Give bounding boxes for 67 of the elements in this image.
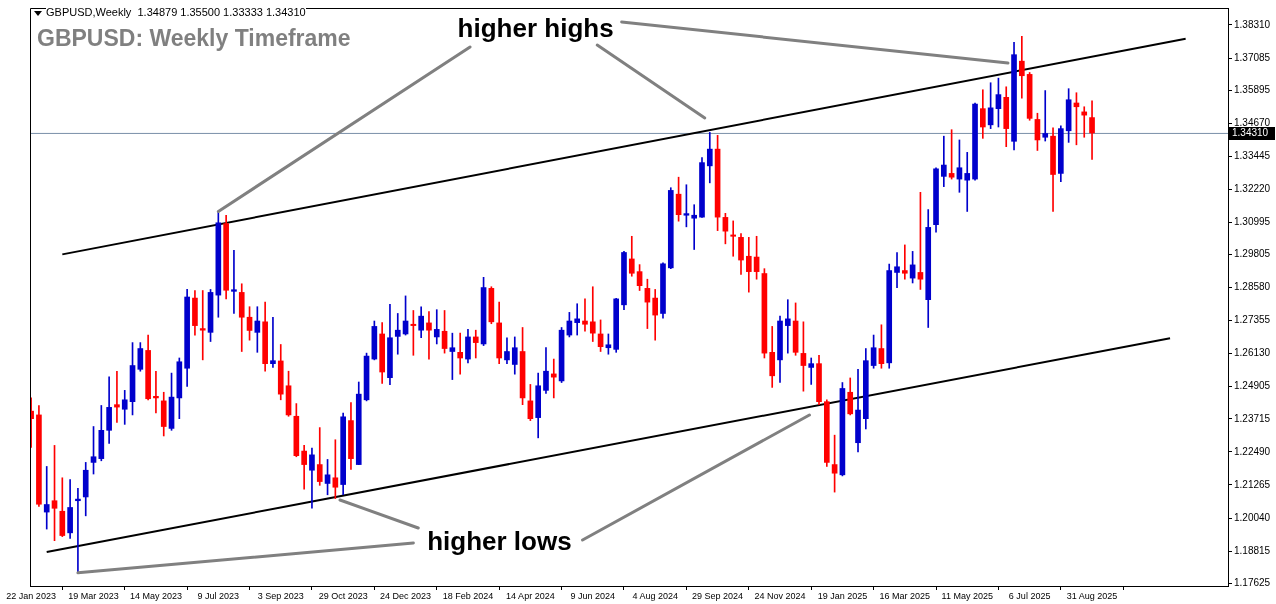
chart-subtitle: GBPUSD,Weekly 1.34879 1.35500 1.33333 1.34310 (46, 6, 306, 19)
candlestick (940, 135, 947, 187)
candlestick (426, 311, 432, 360)
y-tick-label: 1.21265 (1234, 478, 1271, 490)
x-tick-label: 24 Nov 2024 (754, 590, 806, 601)
candlestick (270, 316, 276, 368)
x-tick-label: 29 Sep 2024 (692, 590, 744, 601)
candlestick (433, 309, 440, 345)
y-tick-label: 1.35895 (1234, 83, 1271, 95)
candlestick (457, 332, 463, 375)
x-tick-label: 18 Feb 2024 (442, 590, 494, 601)
text: GBPUSD: Weekly Timeframe (37, 25, 351, 52)
candlestick (1019, 36, 1025, 99)
x-tick-label: 11 May 2025 (941, 590, 993, 601)
y-tick-label: 1.37085 (1234, 51, 1271, 63)
candlestick (784, 299, 791, 354)
candlestick (808, 357, 815, 385)
x-tick-label: 3 Sep 2023 (257, 590, 304, 601)
candlestick (582, 298, 588, 332)
candlestick (1042, 90, 1049, 142)
annotation: higher lows (427, 526, 572, 557)
y-tick-label: 1.24905 (1234, 380, 1271, 392)
x-tick-label: 29 Oct 2023 (318, 590, 368, 601)
candlestick (114, 370, 120, 423)
y-tick-label: 1.34670 (1234, 116, 1271, 128)
y-tick-label: 1.23715 (1234, 412, 1271, 424)
candlestick (894, 252, 900, 288)
candlestick (472, 329, 479, 359)
y-tick-label: 1.38310 (1234, 18, 1271, 30)
y-tick-label: 1.22490 (1234, 445, 1271, 457)
y-tick-label: 1.33445 (1234, 150, 1271, 162)
candlestick (199, 290, 206, 361)
y-tick-label: 1.26130 (1234, 347, 1271, 359)
candlestick (75, 487, 81, 574)
y-tick-label: 1.28580 (1234, 281, 1271, 293)
y-tick-label: 1.30995 (1234, 216, 1271, 228)
y-tick-label: 1.17625 (1234, 576, 1271, 588)
x-tick-label: 19 Mar 2023 (68, 590, 119, 601)
y-tick-label: 1.27355 (1234, 314, 1271, 326)
candlestick (394, 313, 401, 355)
x-tick-label: 24 Dec 2023 (380, 590, 432, 601)
candlestick (231, 249, 237, 314)
candlestick (153, 370, 159, 414)
x-tick-label: 6 Jul 2025 (1008, 590, 1051, 601)
candlestick (574, 303, 581, 336)
candlestick (901, 244, 908, 280)
candlestick (43, 466, 50, 530)
y-tick-label: 1.18815 (1234, 544, 1271, 556)
annotation: higher highs (457, 13, 614, 44)
candlestick (691, 204, 698, 250)
y-tick-label: 1.20040 (1234, 511, 1271, 523)
x-tick-label: 9 Jul 2023 (197, 590, 240, 601)
candlestick (1089, 100, 1095, 160)
y-tick-label: 1.29805 (1234, 248, 1271, 260)
x-tick-label: 14 Apr 2024 (506, 590, 555, 601)
candlestick (730, 220, 737, 257)
x-tick-label: 4 Aug 2024 (632, 590, 678, 601)
x-tick-label: 22 Jan 2023 (6, 590, 56, 601)
candlestick (964, 152, 971, 212)
ref-line-label: 1.34310 (1232, 127, 1269, 139)
x-tick-label: 16 Mar 2025 (879, 590, 931, 601)
y-tick-label: 1.32220 (1234, 183, 1271, 195)
x-tick-label: 19 Jan 2025 (817, 590, 868, 601)
x-tick-label: 9 Jun 2024 (570, 590, 616, 601)
x-tick-label: 31 Aug 2025 (1066, 590, 1118, 601)
candlestick (589, 286, 596, 342)
x-tick-label: 14 May 2023 (129, 590, 182, 601)
